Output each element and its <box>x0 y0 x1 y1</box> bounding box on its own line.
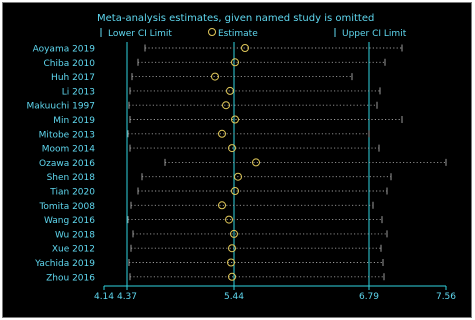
study-label-11: Tomita 2008 <box>38 202 95 212</box>
study-row-3: Li 2013 <box>62 86 381 97</box>
study-label-16: Zhou 2016 <box>46 273 95 283</box>
study-label-6: Mitobe 2013 <box>39 130 95 140</box>
study-estimate-7 <box>228 144 236 153</box>
study-label-4: Makuuchi 1997 <box>26 102 95 112</box>
study-estimate-15 <box>227 258 235 267</box>
study-estimate-0 <box>241 44 249 52</box>
x-tick-label-0: 4.14 <box>94 292 114 302</box>
x-tick-label-4: 7.56 <box>436 292 456 302</box>
legend-label-2: Upper CI Limit <box>342 29 407 39</box>
study-estimate-12 <box>225 215 233 224</box>
study-label-12: Wang 2016 <box>44 216 95 226</box>
study-row-13: Wu 2018 <box>55 229 388 240</box>
study-row-4: Makuuchi 1997 <box>26 101 378 112</box>
study-row-11: Tomita 2008 <box>38 201 374 212</box>
legend-item-2: Upper CI Limit <box>334 28 407 39</box>
study-estimate-5 <box>231 115 239 124</box>
study-estimate-4 <box>222 101 230 110</box>
study-row-12: Wang 2016 <box>44 215 383 226</box>
study-estimate-6 <box>218 129 226 138</box>
study-estimate-1 <box>231 58 239 67</box>
study-row-0: Aoyama 2019 <box>33 44 403 55</box>
legend-marker-1 <box>208 28 216 36</box>
study-estimate-13 <box>230 229 238 238</box>
study-label-1: Chiba 2010 <box>44 59 96 69</box>
study-row-7: Moom 2014 <box>42 144 380 155</box>
study-label-2: Huh 2017 <box>51 73 95 83</box>
legend-item-1: Estimate <box>208 28 258 39</box>
study-label-14: Xue 2012 <box>52 245 95 255</box>
study-row-1: Chiba 2010 <box>44 58 386 69</box>
study-row-10: Tian 2020 <box>49 187 388 198</box>
study-label-5: Min 2019 <box>53 116 95 126</box>
study-label-15: Yachida 2019 <box>34 259 95 269</box>
study-estimate-16 <box>228 272 236 281</box>
x-tick-label-1: 4.37 <box>117 292 137 302</box>
study-row-6: Mitobe 2013 <box>39 129 370 140</box>
legend-item-0: Lower CI Limit <box>100 28 172 39</box>
study-estimate-8 <box>252 158 260 167</box>
x-tick-label-3: 6.79 <box>359 292 379 302</box>
study-label-9: Shen 2018 <box>47 173 96 183</box>
forest-plot: Meta-analysis estimates, given named stu… <box>26 13 456 302</box>
study-estimate-10 <box>231 187 239 195</box>
study-estimate-9 <box>234 172 242 181</box>
study-estimate-2 <box>211 72 219 81</box>
study-label-3: Li 2013 <box>62 87 95 97</box>
study-label-8: Ozawa 2016 <box>39 159 95 169</box>
study-estimate-3 <box>226 86 234 95</box>
study-label-0: Aoyama 2019 <box>33 45 96 55</box>
study-row-8: Ozawa 2016 <box>39 158 447 169</box>
study-row-2: Huh 2017 <box>51 72 353 83</box>
study-row-16: Zhou 2016 <box>46 272 385 283</box>
study-row-5: Min 2019 <box>53 115 403 126</box>
x-tick-label-2: 5.44 <box>224 292 244 302</box>
study-label-7: Moom 2014 <box>42 145 96 155</box>
legend-label-1: Estimate <box>218 29 258 39</box>
study-row-15: Yachida 2019 <box>34 258 384 269</box>
study-label-10: Tian 2020 <box>49 188 95 198</box>
study-label-13: Wu 2018 <box>55 230 95 240</box>
study-row-9: Shen 2018 <box>47 172 392 183</box>
legend-label-0: Lower CI Limit <box>108 29 172 39</box>
study-row-14: Xue 2012 <box>52 244 382 255</box>
chart-title: Meta-analysis estimates, given named stu… <box>97 13 374 24</box>
study-estimate-14 <box>228 244 236 253</box>
plot-panel: Meta-analysis estimates, given named stu… <box>2 2 472 318</box>
study-estimate-11 <box>218 201 226 210</box>
